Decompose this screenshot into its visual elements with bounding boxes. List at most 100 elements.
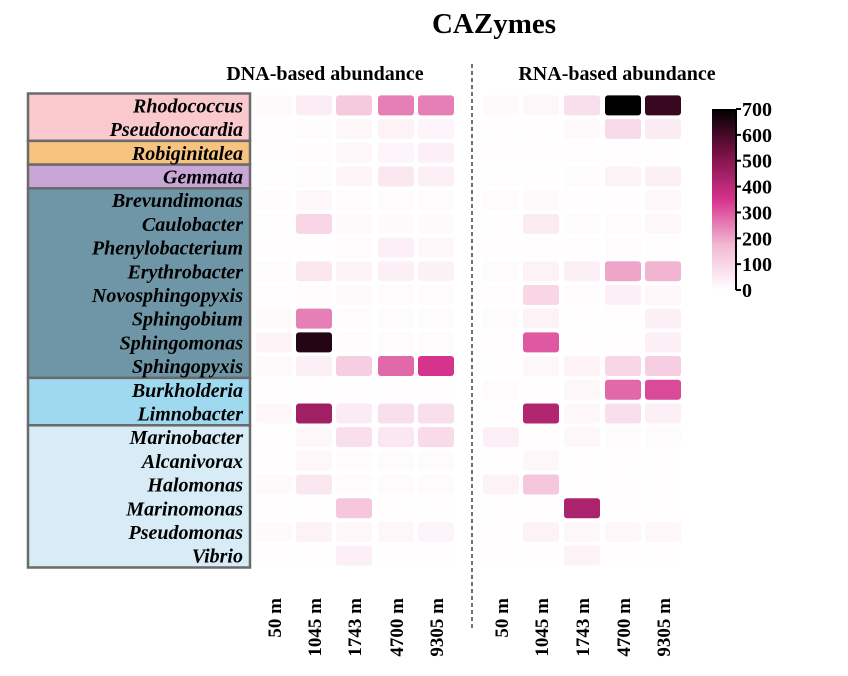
rna-cell (483, 142, 519, 163)
dna-cell (296, 379, 332, 400)
dna-cell (256, 450, 292, 471)
rna-cell (564, 190, 600, 211)
row-label: Rhodococcus (132, 95, 243, 117)
rna-cell (483, 498, 519, 519)
dna-cell (256, 521, 292, 542)
row-label: Marinomonas (125, 498, 243, 520)
rna-cell (605, 308, 641, 329)
column-label: 9305 m (427, 598, 448, 657)
dna-cell (418, 356, 454, 377)
dna-cell (256, 332, 292, 353)
dna-cell (296, 237, 332, 258)
heatmap-cells (256, 95, 681, 566)
dna-cell (378, 332, 414, 353)
rna-cell (483, 545, 519, 566)
rna-cell (645, 450, 681, 471)
dna-cell (296, 498, 332, 519)
dna-cell (296, 284, 332, 305)
dna-cell (296, 166, 332, 187)
rna-cell (483, 474, 519, 495)
dna-cell (336, 450, 372, 471)
dna-cell (256, 261, 292, 282)
dna-cell (256, 545, 292, 566)
dna-cell (418, 261, 454, 282)
dna-cell (418, 237, 454, 258)
dna-cell (418, 545, 454, 566)
dna-cell (256, 166, 292, 187)
dna-cell (336, 237, 372, 258)
dna-cell (418, 95, 454, 116)
rna-cell (564, 379, 600, 400)
dna-cell (256, 95, 292, 116)
dna-cell (256, 498, 292, 519)
rna-cell (523, 332, 559, 353)
rna-cell (645, 474, 681, 495)
colorbar-tick-label: 500 (742, 151, 772, 173)
rna-cell (523, 356, 559, 377)
row-label: Caulobacter (142, 214, 243, 236)
rna-cell (483, 521, 519, 542)
dna-cell (418, 450, 454, 471)
dna-cell (256, 284, 292, 305)
dna-cell (378, 474, 414, 495)
rna-cell (564, 119, 600, 140)
rna-cell (483, 403, 519, 424)
colorbar-tick-label: 400 (742, 177, 772, 199)
dna-cell (256, 119, 292, 140)
dna-cell (378, 308, 414, 329)
rna-cell (564, 356, 600, 377)
rna-cell (605, 521, 641, 542)
rna-cell (605, 356, 641, 377)
rna-cell (645, 142, 681, 163)
dna-cell (296, 403, 332, 424)
colorbar-tick-label: 600 (742, 125, 772, 147)
column-label: 1045 m (532, 598, 553, 657)
colorbar-tick-label: 0 (742, 280, 752, 302)
rna-cell (605, 213, 641, 234)
dna-cell (296, 332, 332, 353)
dna-cell (336, 379, 372, 400)
row-label: Pseudomonas (128, 522, 244, 544)
dna-cell (256, 379, 292, 400)
rna-cell (523, 190, 559, 211)
dna-cell (378, 237, 414, 258)
row-label: Limnobacter (136, 403, 243, 425)
dna-cell (336, 403, 372, 424)
rna-cell (645, 237, 681, 258)
taxon-group-bands (26, 92, 252, 569)
dna-cell (418, 498, 454, 519)
rna-cell (483, 450, 519, 471)
rna-cell (523, 379, 559, 400)
dna-cell (296, 142, 332, 163)
dna-cell (418, 284, 454, 305)
rna-cell (523, 450, 559, 471)
rna-cell (605, 498, 641, 519)
dna-cell (336, 190, 372, 211)
rna-cell (564, 474, 600, 495)
rna-cell (645, 308, 681, 329)
rna-cell (605, 166, 641, 187)
rna-cell (605, 332, 641, 353)
colorbar: 0 100 200 300 400 500 600 700 (712, 99, 772, 302)
row-label: Marinobacter (129, 427, 244, 449)
rna-cell (523, 119, 559, 140)
rna-cell (645, 521, 681, 542)
dna-cell (418, 521, 454, 542)
column-label: 9305 m (654, 598, 675, 657)
row-label: Alcanivorax (140, 451, 243, 473)
dna-cell (336, 142, 372, 163)
rna-cell (564, 308, 600, 329)
column-label: 50 m (265, 598, 286, 638)
dna-cell (378, 403, 414, 424)
rna-cell (523, 95, 559, 116)
row-label: Brevundimonas (111, 190, 243, 212)
dna-panel-title: DNA-based abundance (226, 63, 423, 85)
colorbar-gradient (712, 109, 736, 290)
row-label: Novosphingopyxis (91, 285, 243, 307)
dna-cell (418, 213, 454, 234)
rna-cell (564, 498, 600, 519)
rna-cell (645, 213, 681, 234)
dna-cell (378, 95, 414, 116)
rna-cell (523, 427, 559, 448)
dna-cell (296, 521, 332, 542)
